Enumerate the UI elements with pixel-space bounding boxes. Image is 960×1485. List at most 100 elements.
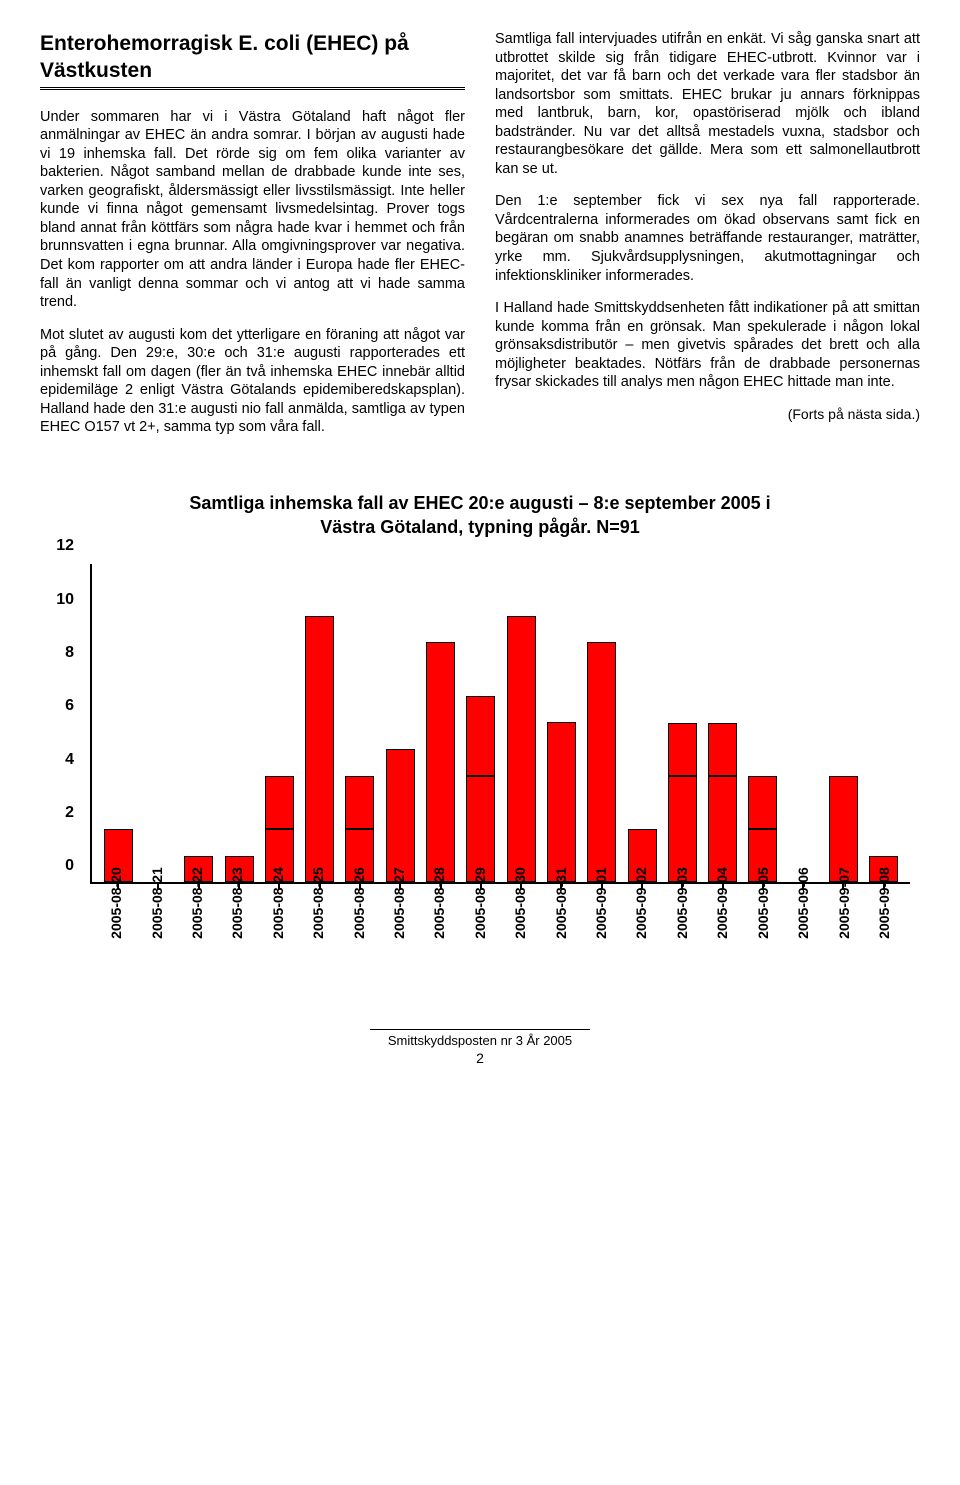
x-tick-label: 2005-09-07 <box>836 868 852 940</box>
bar-slot <box>219 564 259 882</box>
x-label-slot: 2005-08-29 <box>460 889 500 994</box>
x-label-slot: 2005-08-24 <box>258 889 298 994</box>
x-tick-label: 2005-09-02 <box>633 868 649 940</box>
bar-segment <box>426 642 455 882</box>
right-para-2: Den 1:e september fick vi sex nya fall r… <box>495 192 920 285</box>
bar-segment <box>345 776 374 829</box>
bar-slot <box>864 564 904 882</box>
bar-slot <box>138 564 178 882</box>
bar-slot <box>340 564 380 882</box>
bar <box>426 642 455 882</box>
y-tick-label: 4 <box>65 751 74 769</box>
bar-segment <box>386 749 415 882</box>
bar-segment <box>748 776 777 829</box>
bar-segment <box>466 696 495 776</box>
continuation-note: (Forts på nästa sida.) <box>495 406 920 422</box>
bar-segment <box>507 616 536 883</box>
bar-slot <box>299 564 339 882</box>
ehec-bar-chart: 024681012 2005-08-202005-08-212005-08-22… <box>40 564 920 994</box>
bar-slot <box>501 564 541 882</box>
y-tick-label: 10 <box>56 591 74 609</box>
x-label-slot: 2005-08-31 <box>540 889 580 994</box>
x-tick-label: 2005-08-25 <box>310 868 326 940</box>
left-para-1: Under sommaren har vi i Västra Götaland … <box>40 108 465 312</box>
bar-slot <box>461 564 501 882</box>
x-tick-label: 2005-08-21 <box>149 868 165 940</box>
bar-slot <box>98 564 138 882</box>
x-label-slot: 2005-09-01 <box>581 889 621 994</box>
bar <box>507 616 536 883</box>
bar-slot <box>179 564 219 882</box>
y-axis: 024681012 <box>40 564 80 884</box>
right-para-3: I Halland hade Smittskyddsenheten fått i… <box>495 299 920 392</box>
x-label-slot: 2005-09-03 <box>662 889 702 994</box>
y-tick-label: 0 <box>65 857 74 875</box>
x-label-slot: 2005-09-08 <box>864 889 904 994</box>
bar-slot <box>420 564 460 882</box>
bar <box>466 696 495 883</box>
x-tick-label: 2005-08-28 <box>431 868 447 940</box>
x-tick-label: 2005-08-27 <box>391 868 407 940</box>
footer-text: Smittskyddsposten nr 3 År 2005 <box>40 1033 920 1048</box>
y-tick-label: 12 <box>56 537 74 555</box>
chart-title: Samtliga inhemska fall av EHEC 20:e augu… <box>40 491 920 540</box>
x-tick-label: 2005-08-26 <box>351 868 367 940</box>
x-tick-label: 2005-08-23 <box>229 868 245 940</box>
y-tick-label: 8 <box>65 644 74 662</box>
x-label-slot: 2005-09-07 <box>823 889 863 994</box>
title-underline <box>40 87 465 90</box>
x-tick-label: 2005-08-20 <box>108 868 124 940</box>
footer-divider <box>370 1029 590 1030</box>
bar-segment <box>265 776 294 829</box>
x-label-slot: 2005-09-06 <box>783 889 823 994</box>
x-tick-label: 2005-08-29 <box>472 868 488 940</box>
x-label-slot: 2005-08-22 <box>177 889 217 994</box>
bar-slot <box>622 564 662 882</box>
x-tick-label: 2005-08-30 <box>512 868 528 940</box>
x-axis-labels: 2005-08-202005-08-212005-08-222005-08-23… <box>90 889 910 994</box>
bar <box>708 723 737 883</box>
bar <box>386 749 415 882</box>
x-label-slot: 2005-09-02 <box>621 889 661 994</box>
bar-slot <box>662 564 702 882</box>
bar-segment <box>668 723 697 776</box>
x-label-slot: 2005-08-21 <box>136 889 176 994</box>
x-label-slot: 2005-08-28 <box>419 889 459 994</box>
bar-slot <box>743 564 783 882</box>
bar-slot <box>702 564 742 882</box>
bar <box>547 722 576 882</box>
x-label-slot: 2005-08-23 <box>217 889 257 994</box>
bar <box>305 616 334 883</box>
x-tick-label: 2005-08-24 <box>270 868 286 940</box>
bar-slot <box>541 564 581 882</box>
y-tick-label: 2 <box>65 804 74 822</box>
x-label-slot: 2005-08-26 <box>338 889 378 994</box>
x-tick-label: 2005-09-05 <box>755 868 771 940</box>
bar <box>587 642 616 882</box>
article-title: Enterohemorragisk E. coli (EHEC) på Väst… <box>40 30 465 85</box>
bar-slot <box>259 564 299 882</box>
bar-segment <box>547 722 576 882</box>
y-tick-label: 6 <box>65 697 74 715</box>
bar <box>668 723 697 883</box>
left-para-2: Mot slutet av augusti kom det ytterligar… <box>40 326 465 437</box>
page-number: 2 <box>40 1050 920 1066</box>
x-tick-label: 2005-09-01 <box>593 868 609 940</box>
page-footer: Smittskyddsposten nr 3 År 2005 2 <box>40 1029 920 1066</box>
x-tick-label: 2005-09-08 <box>876 868 892 940</box>
bar-slot <box>783 564 823 882</box>
x-label-slot: 2005-09-05 <box>743 889 783 994</box>
x-label-slot: 2005-09-04 <box>702 889 742 994</box>
bar-segment <box>587 642 616 882</box>
bar-slot <box>582 564 622 882</box>
x-tick-label: 2005-09-03 <box>674 868 690 940</box>
x-label-slot: 2005-08-27 <box>379 889 419 994</box>
bar-slot <box>380 564 420 882</box>
bar-segment <box>305 616 334 883</box>
right-para-1: Samtliga fall intervjuades utifrån en en… <box>495 30 920 178</box>
x-tick-label: 2005-08-31 <box>553 868 569 940</box>
x-label-slot: 2005-08-20 <box>96 889 136 994</box>
x-tick-label: 2005-09-04 <box>714 868 730 940</box>
x-tick-label: 2005-08-22 <box>189 868 205 940</box>
bar-segment <box>708 723 737 776</box>
